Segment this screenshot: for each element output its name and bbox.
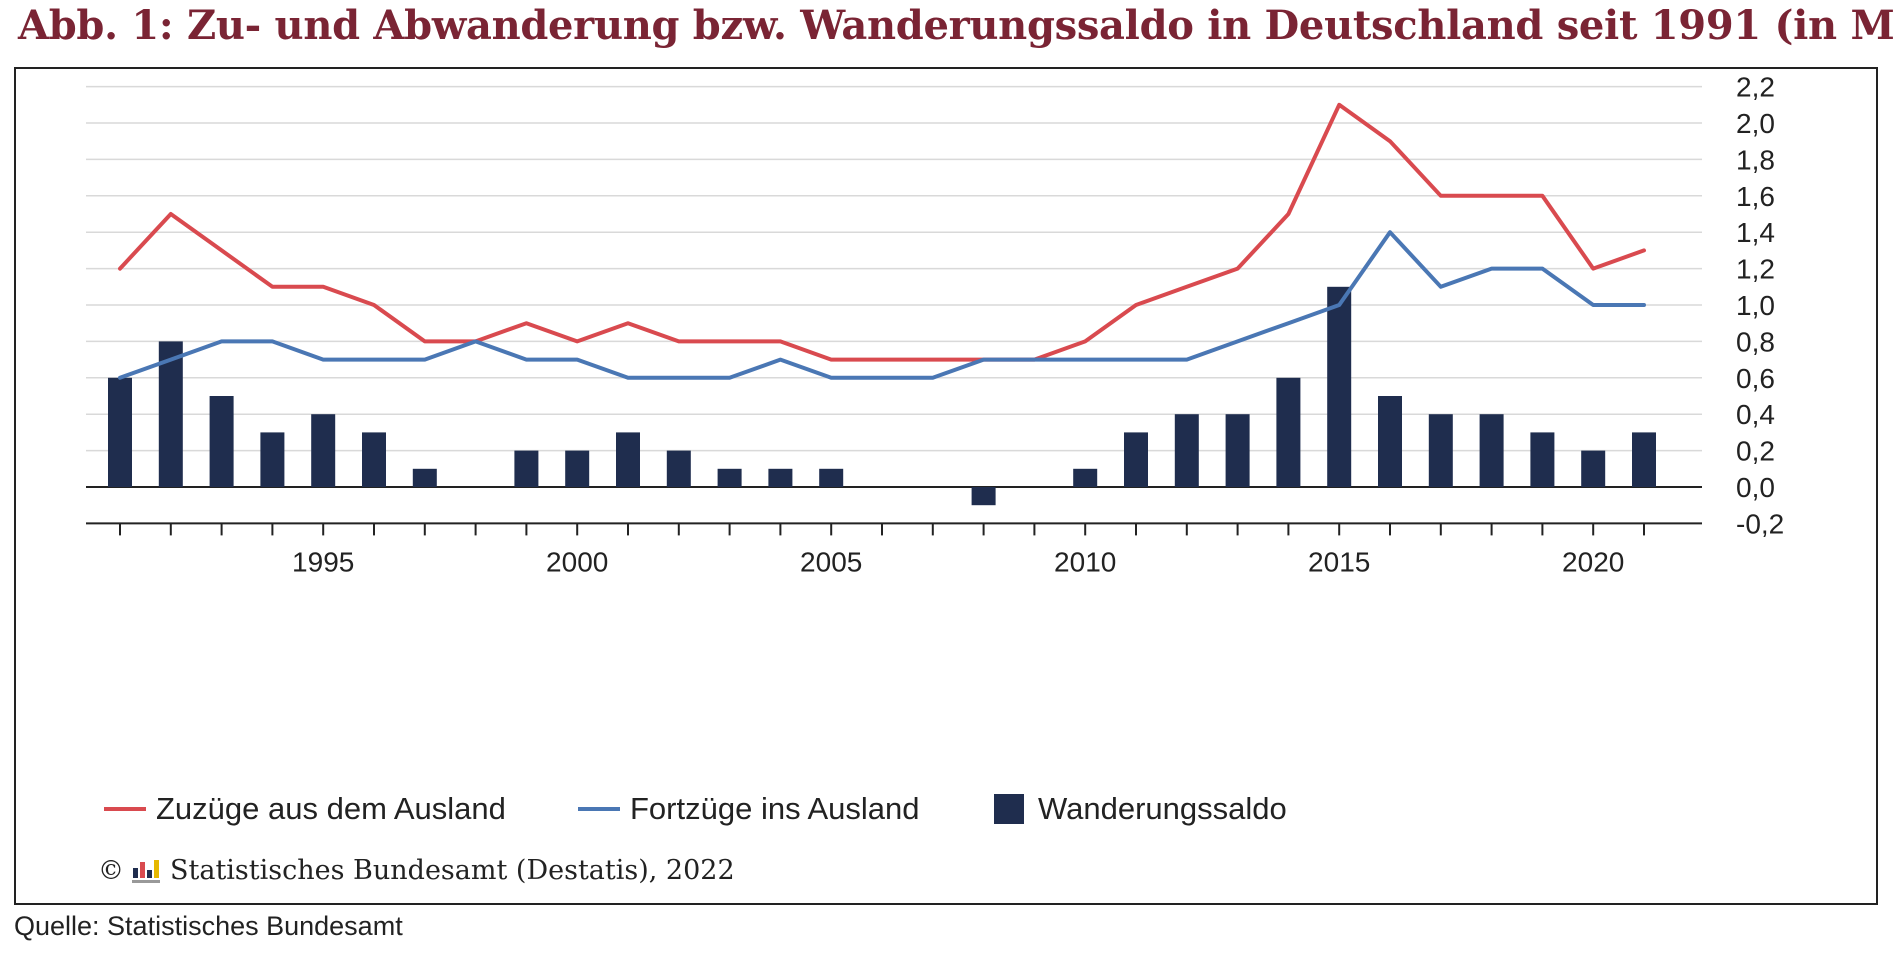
saldo-bars	[108, 286, 1656, 506]
x-tick-label: 2000	[546, 546, 608, 577]
saldo-bar	[158, 341, 183, 487]
saldo-bar	[819, 468, 844, 487]
x-tick-label: 2020	[1562, 546, 1624, 577]
saldo-bar	[717, 468, 742, 487]
y-tick-label: 2,2	[1736, 72, 1775, 103]
saldo-bar	[768, 468, 793, 487]
saldo-bar	[1581, 450, 1606, 487]
source-note: Quelle: Statistisches Bundesamt	[14, 911, 403, 941]
saldo-bar	[616, 432, 640, 487]
saldo-bar	[666, 450, 691, 487]
y-tick-label: 0,0	[1736, 472, 1775, 503]
y-tick-label: -0,2	[1736, 508, 1784, 539]
saldo-bar	[1530, 432, 1555, 487]
saldo-bar	[1632, 432, 1656, 487]
y-tick-label: 0,8	[1736, 326, 1775, 357]
fortzuege-line	[118, 230, 1646, 380]
x-tick-label: 2015	[1308, 546, 1370, 577]
legend-item-saldo: Wanderungssaldo	[994, 791, 1287, 827]
legend-label-fortzuege: Fortzüge ins Ausland	[630, 791, 920, 826]
saldo-bar	[971, 487, 996, 506]
saldo-bar	[311, 414, 336, 487]
y-tick-label: 2,0	[1736, 108, 1775, 139]
saldo-bar	[565, 450, 590, 487]
copyright-note: © Statistisches Bundesamt (Destatis), 20…	[98, 855, 735, 886]
saldo-bar	[1378, 396, 1402, 487]
saldo-bar	[1276, 377, 1301, 487]
saldo-bar	[209, 396, 234, 487]
chart-frame: 2,2 2,0 1,8 1,6 1,4 1,2 1,0 0,8 0,6 0,4 0,2 0,0 -0,2…	[14, 67, 1878, 905]
legend-swatch-zuzuege	[104, 807, 146, 811]
y-tick-label: 1,4	[1736, 217, 1775, 248]
chart-plot: 2,2 2,0 1,8 1,6 1,4 1,2 1,0 0,8 0,6 0,4 0,2 0,0 -0,2…	[86, 72, 1784, 577]
y-tick-label: 1,2	[1736, 254, 1775, 285]
series-lines	[118, 102, 1646, 380]
legend-swatch-fortzuege	[578, 807, 620, 811]
copyright-symbol: ©	[98, 855, 124, 886]
saldo-bar	[260, 432, 285, 487]
saldo-bar	[1225, 414, 1250, 487]
saldo-bar	[362, 432, 386, 487]
saldo-bar	[1428, 414, 1453, 487]
y-axis-ticks: 2,2 2,0 1,8 1,6 1,4 1,2 1,0 0,8 0,6 0,4 0,2 0,0 -0,2	[1736, 72, 1784, 540]
y-tick-label: 1,8	[1736, 144, 1775, 175]
legend-item-fortzuege: Fortzüge ins Ausland	[578, 791, 920, 827]
y-tick-label: 1,6	[1736, 181, 1775, 212]
y-tick-label: 0,6	[1736, 363, 1775, 394]
saldo-bar	[1174, 414, 1199, 487]
x-axis	[86, 522, 1702, 536]
legend-item-zuzuege: Zuzüge aus dem Ausland	[104, 791, 506, 827]
saldo-bar	[412, 468, 437, 487]
chart-title: Abb. 1: Zu- und Abwanderung bzw. Wanderu…	[18, 2, 1893, 49]
legend-label-saldo: Wanderungssaldo	[1038, 791, 1287, 826]
zuzuege-line	[118, 102, 1646, 362]
saldo-bar	[1124, 432, 1148, 487]
saldo-bar	[1327, 286, 1352, 487]
saldo-bar	[1479, 414, 1504, 487]
y-tick-label: 0,2	[1736, 436, 1775, 467]
y-tick-label: 1,0	[1736, 290, 1775, 321]
saldo-bar	[1073, 468, 1098, 487]
copyright-text: Statistisches Bundesamt (Destatis), 2022	[170, 855, 735, 886]
x-tick-label: 2005	[800, 546, 862, 577]
x-axis-ticks: 1995 2000 2005 2010 2015 2020	[292, 546, 1624, 577]
legend-swatch-saldo	[994, 794, 1024, 824]
x-tick-label: 1995	[292, 546, 354, 577]
y-tick-label: 0,4	[1736, 399, 1775, 430]
saldo-bar	[514, 450, 539, 487]
destatis-logo-icon	[132, 859, 160, 883]
saldo-bar	[108, 377, 132, 487]
legend-label-zuzuege: Zuzüge aus dem Ausland	[156, 791, 506, 826]
x-tick-label: 2010	[1054, 546, 1116, 577]
